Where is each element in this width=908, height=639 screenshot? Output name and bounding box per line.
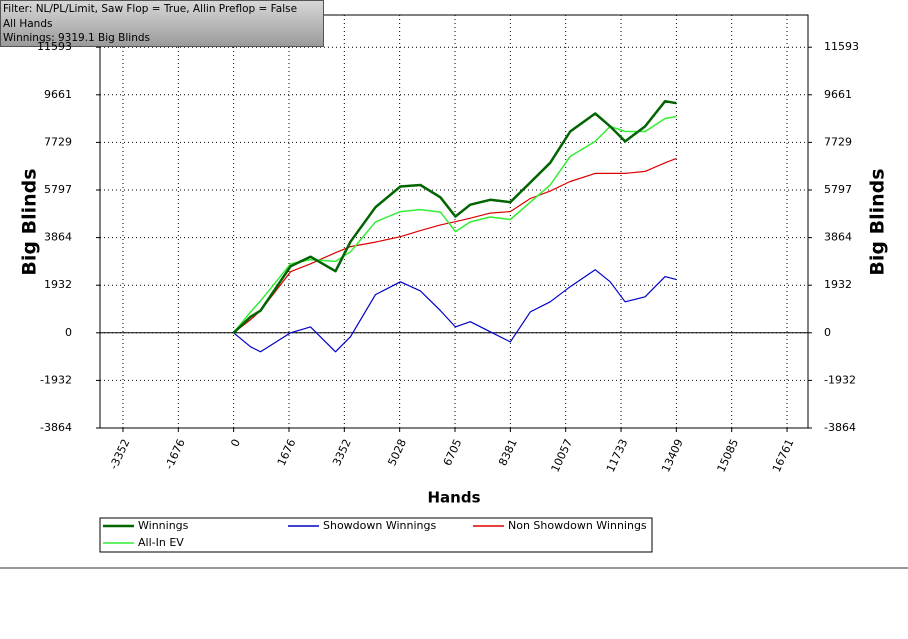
y-tick-label-right: 7729 — [824, 135, 852, 148]
y-tick-label-right: 5797 — [824, 183, 852, 196]
y-tick-label-right: 1932 — [824, 278, 852, 291]
y-tick-label: 0 — [65, 326, 72, 339]
series-line — [233, 157, 677, 334]
plot — [100, 15, 808, 429]
y-tick-label-right: 3864 — [824, 231, 852, 244]
plot-frame — [99, 14, 809, 429]
legend-label: Non Showdown Winnings — [508, 519, 647, 532]
y-tick-label-right: 9661 — [824, 88, 852, 101]
chart-background — [0, 0, 908, 568]
info-scope: All Hands — [3, 18, 52, 30]
y-tick-label: 11593 — [37, 40, 72, 53]
legend-label: Winnings — [138, 519, 189, 532]
y-tick-label: 9661 — [44, 88, 72, 101]
y-tick-label-right: 11593 — [824, 40, 859, 53]
y-tick-label-right: 0 — [824, 326, 831, 339]
y-tick-label: 5797 — [44, 183, 72, 196]
y-tick-label-right: -3864 — [824, 421, 856, 434]
x-tick-label: 0 — [228, 437, 243, 449]
y-tick-label: 7729 — [44, 135, 72, 148]
series-line — [232, 99, 677, 334]
y-tick-label: 1932 — [44, 278, 72, 291]
info-filter: Filter: NL/PL/Limit, Saw Flop = True, Al… — [3, 3, 297, 15]
y-tick-label: -1932 — [40, 373, 72, 386]
legend-box — [99, 517, 653, 553]
y-tick-label: 3864 — [44, 231, 72, 244]
y-tick-label: -3864 — [40, 421, 72, 434]
series-line — [233, 269, 677, 353]
info-summary: Winnings: 9319.1 Big Blinds — [3, 32, 150, 44]
y-tick-label-right: -1932 — [824, 373, 856, 386]
y-axis-title-right: Big Blinds — [867, 168, 889, 275]
x-axis-title: Hands — [427, 489, 480, 507]
y-axis-title: Big Blinds — [19, 168, 41, 275]
legend-label: All-In EV — [138, 536, 184, 549]
info-box — [0, 0, 324, 47]
legend-label: Showdown Winnings — [323, 519, 437, 532]
